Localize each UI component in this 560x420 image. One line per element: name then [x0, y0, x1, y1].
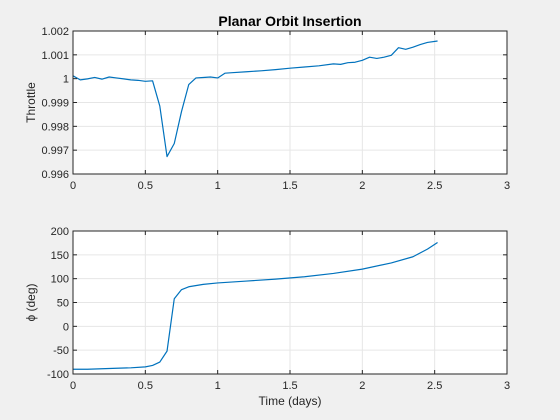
bottom-y-axis-label: ϕ (deg): [24, 283, 38, 321]
top-y-tick-label: 1: [63, 74, 69, 86]
top-axes-ticks: 0 0.5 1 1.5 2 2.5 3 0.996 0.997 0.998 0.999 1 1.001 1…: [41, 26, 510, 192]
bottom-x-tick-label: 0: [70, 380, 76, 392]
bottom-y-tick-label: -100: [47, 369, 69, 381]
bottom-y-tick-label: 150: [51, 250, 69, 262]
bottom-y-tick-label: 200: [51, 226, 69, 238]
top-axes-series: [72, 40, 438, 158]
top-x-tick-label: 1.5: [282, 180, 297, 192]
bottom-x-tick-label: 1: [215, 380, 221, 392]
bottom-x-axis-label: Time (days): [259, 394, 322, 408]
top-y-tick-label: 1.002: [41, 26, 69, 38]
top-y-axis-label: Throttle: [24, 82, 38, 123]
top-x-tick-label: 0.5: [138, 180, 153, 192]
bottom-axes: 0 0.5 1 1.5 2 2.5 3 -100 -50 0 50 100 150 200 Time (d…: [24, 226, 510, 408]
top-x-tick-label: 2.5: [427, 180, 442, 192]
bottom-x-tick-label: 3: [504, 380, 510, 392]
bottom-axes-series: [73, 241, 438, 370]
top-series-line: [72, 40, 438, 158]
top-axes: 0 0.5 1 1.5 2 2.5 3 0.996 0.997 0.998 0.999 1 1.001 1…: [24, 13, 510, 192]
bottom-series-line: [73, 241, 438, 370]
top-y-tick-label: 0.997: [41, 145, 69, 157]
top-y-tick-label: 0.999: [41, 98, 69, 110]
bottom-x-tick-label: 2.5: [427, 380, 442, 392]
bottom-y-tick-label: 0: [63, 321, 69, 333]
chart-title: Planar Orbit Insertion: [218, 13, 361, 29]
top-y-tick-label: 1.001: [41, 50, 69, 62]
bottom-y-tick-label: 50: [57, 298, 69, 310]
top-y-tick-label: 0.996: [41, 169, 69, 181]
top-y-tick-label: 0.998: [41, 121, 69, 133]
bottom-x-tick-label: 2: [359, 380, 365, 392]
bottom-x-tick-label: 1.5: [282, 380, 297, 392]
top-x-tick-label: 0: [70, 180, 76, 192]
bottom-y-tick-label: 100: [51, 274, 69, 286]
bottom-y-tick-label: -50: [53, 345, 69, 357]
bottom-axes-ticks: 0 0.5 1 1.5 2 2.5 3 -100 -50 0 50 100 150 200: [47, 226, 510, 392]
top-x-tick-label: 3: [504, 180, 510, 192]
bottom-x-tick-label: 0.5: [138, 380, 153, 392]
top-x-tick-label: 1: [215, 180, 221, 192]
top-x-tick-label: 2: [359, 180, 365, 192]
